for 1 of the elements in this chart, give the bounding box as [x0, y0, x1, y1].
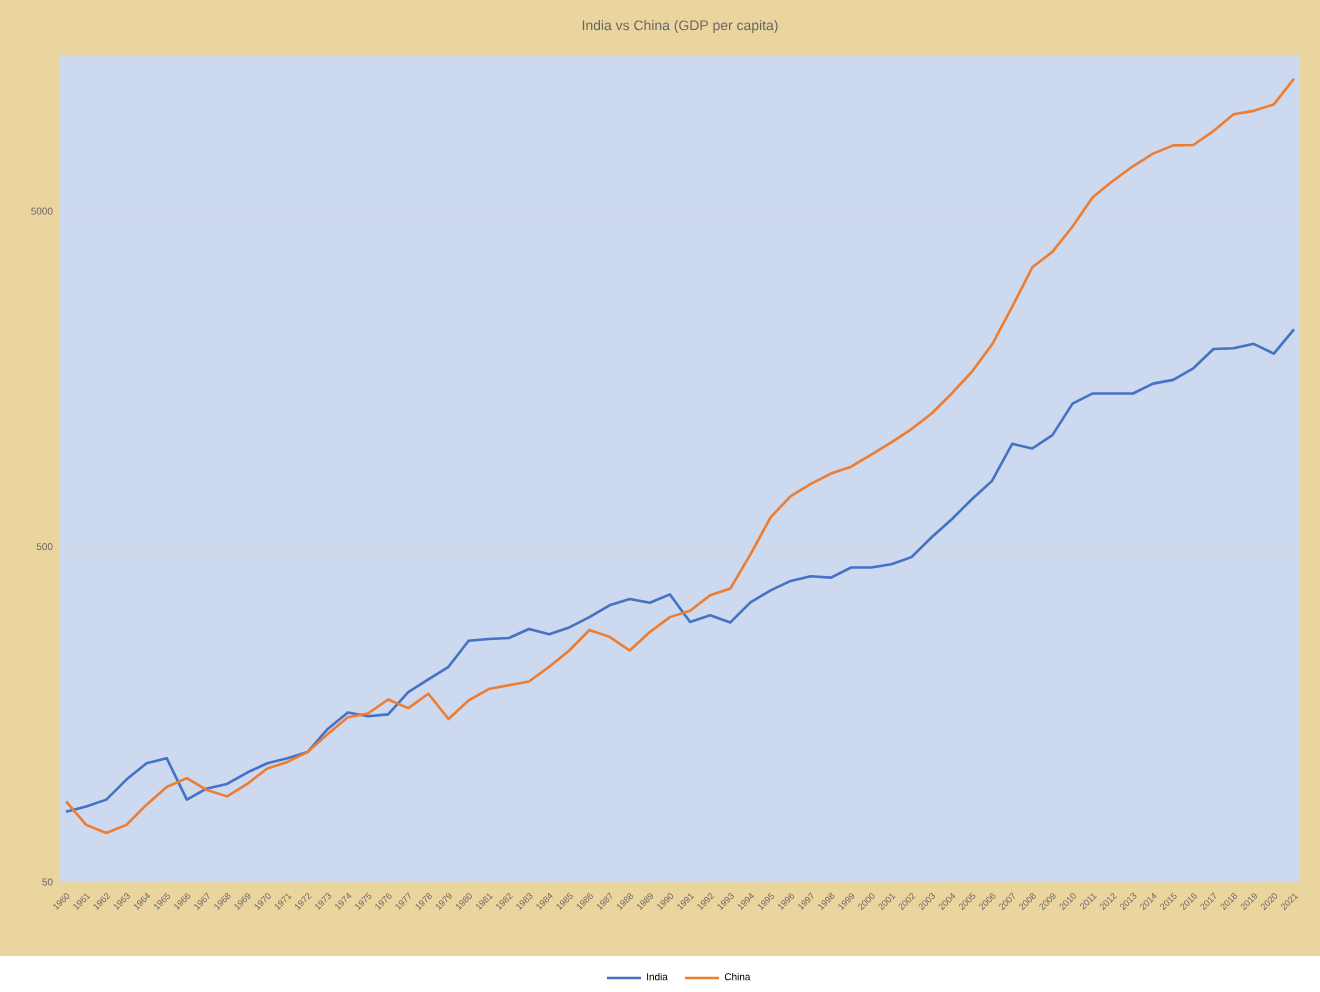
line-series: [64, 77, 1296, 835]
